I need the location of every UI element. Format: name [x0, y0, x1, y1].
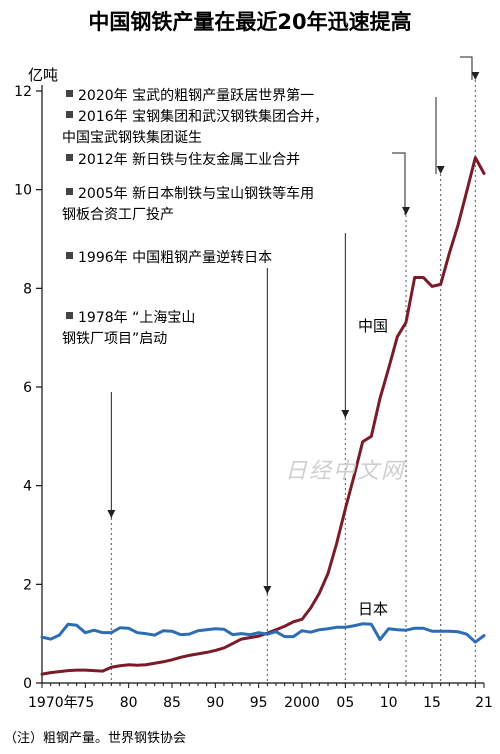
x-tick-label: 95: [250, 695, 268, 711]
y-tick-label: 10: [14, 183, 32, 199]
y-tick-label: 0: [23, 676, 32, 692]
y-axis-unit: 亿吨: [28, 66, 58, 84]
label-china: 中国: [358, 317, 388, 335]
annotation-bullet: [66, 90, 73, 97]
arrowhead: [402, 207, 410, 215]
y-tick-label: 4: [23, 479, 32, 495]
chart-title: 中国钢铁产量在最近20年迅速提高: [88, 10, 411, 34]
event-connector: [392, 152, 406, 215]
arrowhead: [263, 586, 272, 594]
annotation-line: 2016年 宝钢集团和武汉钢铁集团合并，: [78, 108, 328, 125]
source-note: （注）粗钢产量。世界钢铁协会: [4, 731, 186, 746]
x-tick-label: 05: [336, 695, 354, 711]
annotation-line: 1996年 中国粗钢产量逆转日本: [78, 250, 272, 266]
arrowhead: [341, 410, 350, 418]
annotation-line: 中国宝武钢铁集团诞生: [62, 129, 202, 146]
annotation-bullet: [66, 111, 73, 118]
x-tick-label: 2000: [284, 695, 320, 711]
x-tick-label: 1970年: [28, 695, 78, 711]
series-line-china: [40, 156, 486, 676]
x-tick-label: 80: [120, 695, 138, 711]
annotation-bullet: [66, 188, 73, 195]
y-tick-label: 6: [23, 380, 32, 396]
watermark: 日经中文网: [285, 459, 406, 484]
annotation-line: 2012年 新日铁与住友金属工业合并: [78, 152, 300, 168]
annotation-line: 钢板合资工厂投产: [62, 207, 174, 223]
annotation-line: 1978年 “上海宝山: [78, 310, 195, 326]
y-tick-label: 12: [14, 84, 32, 100]
y-tick-label: 2: [23, 577, 32, 593]
x-tick-label: 21: [475, 695, 493, 711]
x-tick-label: 15: [423, 695, 441, 711]
y-tick-label: 8: [23, 281, 32, 297]
annotation-bullet: [66, 312, 73, 319]
annotation-bullet: [66, 252, 73, 259]
series-layer: [40, 156, 486, 676]
series-line-japan: [40, 622, 486, 644]
x-tick-label: 10: [380, 695, 398, 711]
annotations-layer: 2020年 宝武的粗钢产量跃居世界第一 2016年 宝钢集团和武汉钢铁集团合并， 中…: [62, 87, 328, 347]
annotation-line: 2020年 宝武的粗钢产量跃居世界第一: [78, 87, 314, 104]
annotation-bullet: [66, 154, 73, 161]
arrowhead: [436, 166, 445, 174]
arrowhead: [107, 510, 116, 518]
x-tick-label: 75: [76, 695, 94, 711]
event-lines-layer: [107, 56, 480, 683]
label-japan: 日本: [358, 600, 388, 618]
annotation-line: 2005年 新日本制铁与宝山钢铁等车用: [78, 185, 314, 202]
annotation-line: 钢铁厂项目”启动: [62, 331, 167, 347]
x-tick-label: 85: [163, 695, 181, 711]
event-connector: [460, 56, 473, 80]
x-tick-label: 90: [206, 695, 224, 711]
arrowhead: [471, 72, 480, 80]
